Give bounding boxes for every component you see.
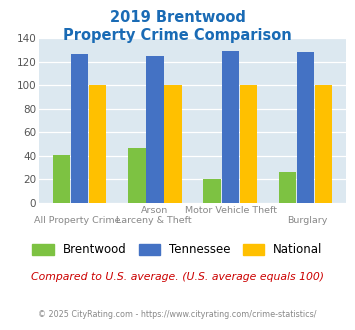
Bar <box>71 54 88 203</box>
Text: Property Crime Comparison: Property Crime Comparison <box>63 28 292 43</box>
Bar <box>164 85 182 203</box>
Text: All Property Crime: All Property Crime <box>34 216 121 225</box>
Text: Larceny & Theft: Larceny & Theft <box>116 216 192 225</box>
Bar <box>128 148 146 203</box>
Text: 2019 Brentwood: 2019 Brentwood <box>110 10 245 25</box>
Bar <box>146 56 164 203</box>
Bar <box>297 52 314 203</box>
Bar <box>89 85 106 203</box>
Text: Compared to U.S. average. (U.S. average equals 100): Compared to U.S. average. (U.S. average … <box>31 272 324 282</box>
Legend: Brentwood, Tennessee, National: Brentwood, Tennessee, National <box>28 239 327 261</box>
Bar <box>240 85 257 203</box>
Bar <box>222 51 239 203</box>
Bar <box>203 180 221 203</box>
Text: Motor Vehicle Theft: Motor Vehicle Theft <box>185 206 277 215</box>
Bar <box>279 172 296 203</box>
Bar <box>315 85 332 203</box>
Text: Burglary: Burglary <box>288 216 328 225</box>
Bar <box>53 155 70 203</box>
Text: © 2025 CityRating.com - https://www.cityrating.com/crime-statistics/: © 2025 CityRating.com - https://www.city… <box>38 310 317 319</box>
Text: Arson: Arson <box>141 206 168 215</box>
